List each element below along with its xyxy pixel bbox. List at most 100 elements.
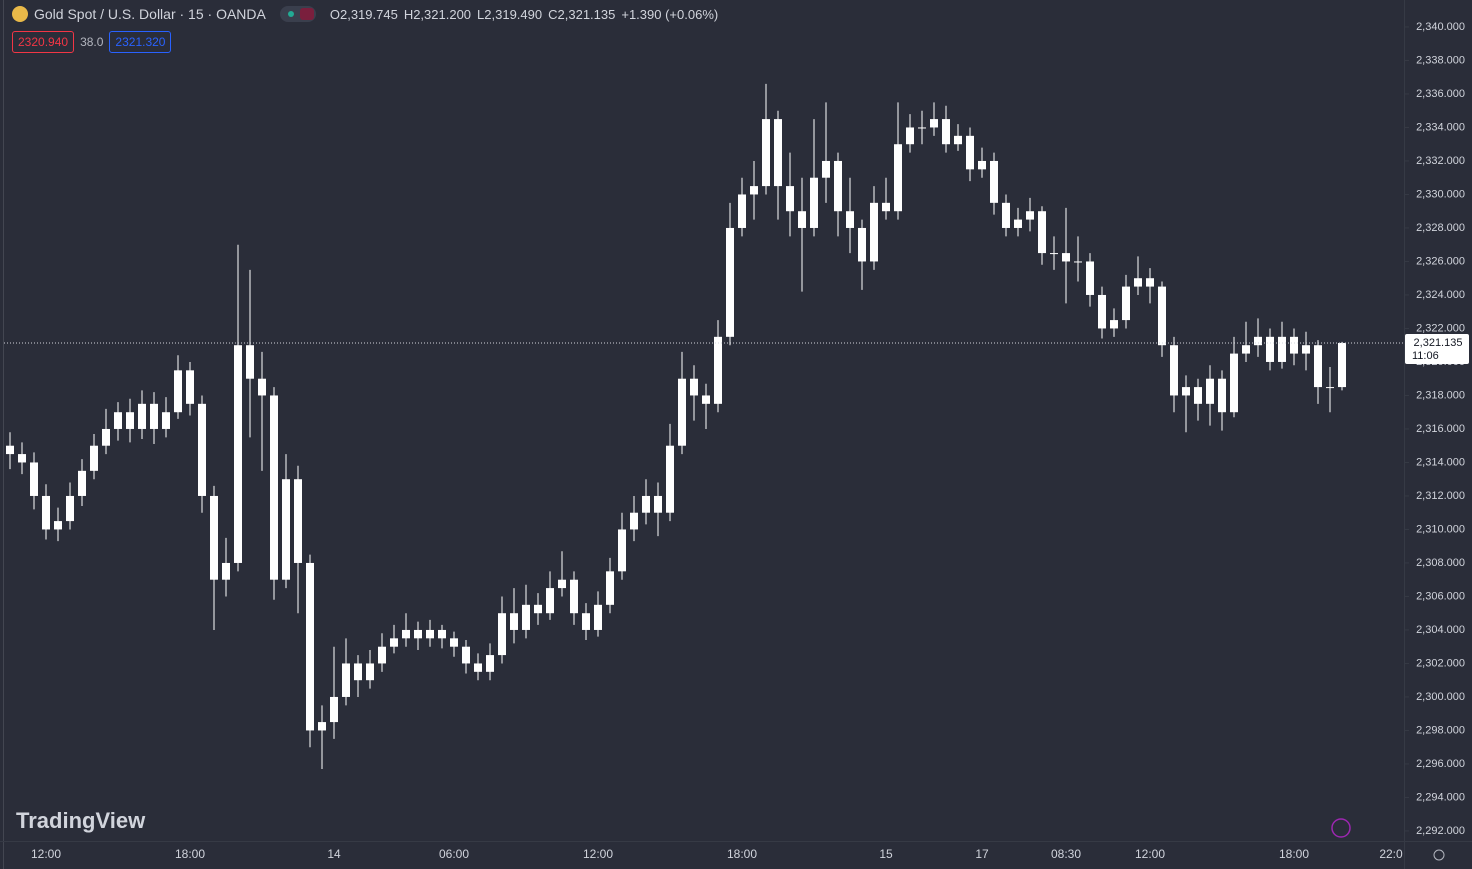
ohlc-close: C2,321.135 bbox=[548, 6, 616, 22]
candle-body bbox=[270, 395, 278, 580]
candle-body bbox=[66, 495, 74, 522]
candle-body bbox=[234, 345, 242, 563]
candle-body bbox=[294, 479, 302, 563]
candle-body bbox=[1314, 345, 1322, 388]
candle-body bbox=[1194, 387, 1202, 404]
candle-body bbox=[1110, 320, 1118, 329]
candle-body bbox=[1278, 336, 1286, 362]
x-tick-label: 15 bbox=[879, 847, 893, 861]
y-tick-label: 2,340.000 bbox=[1416, 21, 1465, 33]
candle-body bbox=[1338, 342, 1346, 388]
candle-body bbox=[6, 445, 14, 455]
status-dots[interactable] bbox=[279, 6, 316, 22]
trade-panel: 2320.940 38.0 2321.320 bbox=[12, 31, 172, 53]
candle-body bbox=[1026, 211, 1034, 220]
candle-body bbox=[906, 127, 914, 145]
y-tick-label: 2,310.000 bbox=[1416, 523, 1465, 535]
candle-body bbox=[870, 202, 878, 262]
y-tick-label: 2,336.000 bbox=[1416, 88, 1465, 100]
y-tick-label: 2,326.000 bbox=[1416, 255, 1465, 267]
candle-body bbox=[966, 135, 974, 170]
candle-body bbox=[426, 629, 434, 639]
candle-body bbox=[582, 613, 590, 630]
candle-body bbox=[930, 119, 938, 128]
candle-body bbox=[666, 445, 674, 513]
x-tick-label: 14 bbox=[327, 847, 341, 861]
x-tick-label: 12:00 bbox=[583, 847, 613, 861]
symbol[interactable]: Gold Spot / U.S. Dollar · 15 · OANDA bbox=[34, 6, 266, 22]
candle-body bbox=[450, 638, 458, 647]
candle-body bbox=[570, 579, 578, 614]
candle-body bbox=[486, 655, 494, 672]
candle-body bbox=[882, 202, 890, 212]
candle-body bbox=[1062, 253, 1070, 262]
candle-body bbox=[1170, 345, 1178, 396]
candle-body bbox=[834, 160, 842, 212]
x-tick-label: 08:30 bbox=[1051, 847, 1081, 861]
candle-body bbox=[78, 470, 86, 496]
y-tick-label: 2,296.000 bbox=[1416, 758, 1465, 770]
candle-body bbox=[474, 663, 482, 672]
candle-body bbox=[1122, 286, 1130, 321]
buy-button[interactable]: 2321.320 bbox=[109, 31, 172, 53]
ohlc-open: O2,319.745 bbox=[329, 6, 398, 22]
alert-icon[interactable] bbox=[1331, 818, 1351, 838]
candle-body bbox=[114, 412, 122, 429]
candle-body bbox=[198, 403, 206, 496]
candle-body bbox=[678, 378, 686, 446]
y-tick-label: 2,292.000 bbox=[1416, 825, 1465, 837]
candle-body bbox=[174, 370, 182, 413]
candle-body bbox=[390, 638, 398, 647]
y-tick-label: 2,306.000 bbox=[1416, 590, 1465, 602]
candle-body bbox=[942, 119, 950, 145]
settings-icon[interactable] bbox=[1433, 849, 1445, 861]
y-tick-label: 2,300.000 bbox=[1416, 691, 1465, 703]
y-tick-label: 2,294.000 bbox=[1416, 791, 1465, 803]
candle-body bbox=[750, 186, 758, 195]
y-tick-label: 2,318.000 bbox=[1416, 389, 1465, 401]
last-price-label: 2,321.135 bbox=[1414, 337, 1463, 349]
candle-body bbox=[798, 211, 806, 228]
candle-body bbox=[690, 378, 698, 396]
candle-body bbox=[978, 160, 986, 170]
sell-button[interactable]: 2320.940 bbox=[12, 31, 75, 53]
candle-body bbox=[162, 412, 170, 429]
candle-body bbox=[54, 521, 62, 530]
x-tick-label: 18:00 bbox=[175, 847, 205, 861]
y-tick-label: 2,312.000 bbox=[1416, 490, 1465, 502]
candle-body bbox=[810, 177, 818, 228]
x-tick-label: 18:00 bbox=[727, 847, 757, 861]
candle-body bbox=[1086, 261, 1094, 295]
candle-body bbox=[594, 604, 602, 630]
candle-body bbox=[1134, 278, 1142, 287]
header: Gold Spot / U.S. Dollar · 15 · OANDA O2,… bbox=[12, 6, 718, 22]
candle-body bbox=[918, 127, 926, 129]
candle-body bbox=[714, 336, 722, 404]
candle-body bbox=[126, 412, 134, 429]
candle-body bbox=[1206, 378, 1214, 404]
candle-body bbox=[774, 119, 782, 187]
candle-body bbox=[246, 345, 254, 379]
candle-body bbox=[366, 663, 374, 681]
x-tick-label: 12:00 bbox=[1135, 847, 1165, 861]
candle-body bbox=[150, 403, 158, 429]
candle-body bbox=[138, 403, 146, 429]
candle-body bbox=[738, 194, 746, 228]
x-tick-label: 12:00 bbox=[31, 847, 61, 861]
candle-body bbox=[534, 604, 542, 614]
candle-body bbox=[1218, 378, 1226, 413]
y-tick-label: 2,316.000 bbox=[1416, 423, 1465, 435]
ohlc-high: H2,321.200 bbox=[403, 6, 472, 22]
candle-body bbox=[258, 378, 266, 396]
x-tick-label: 06:00 bbox=[439, 847, 469, 861]
y-tick-label: 2,298.000 bbox=[1416, 724, 1465, 736]
candle-body bbox=[210, 495, 218, 580]
candle-body bbox=[1002, 202, 1010, 228]
candle-body bbox=[654, 495, 662, 513]
candle-body bbox=[1242, 345, 1250, 354]
candle-body bbox=[498, 613, 506, 656]
candle-body bbox=[1290, 336, 1298, 354]
candle-body bbox=[1326, 387, 1334, 389]
